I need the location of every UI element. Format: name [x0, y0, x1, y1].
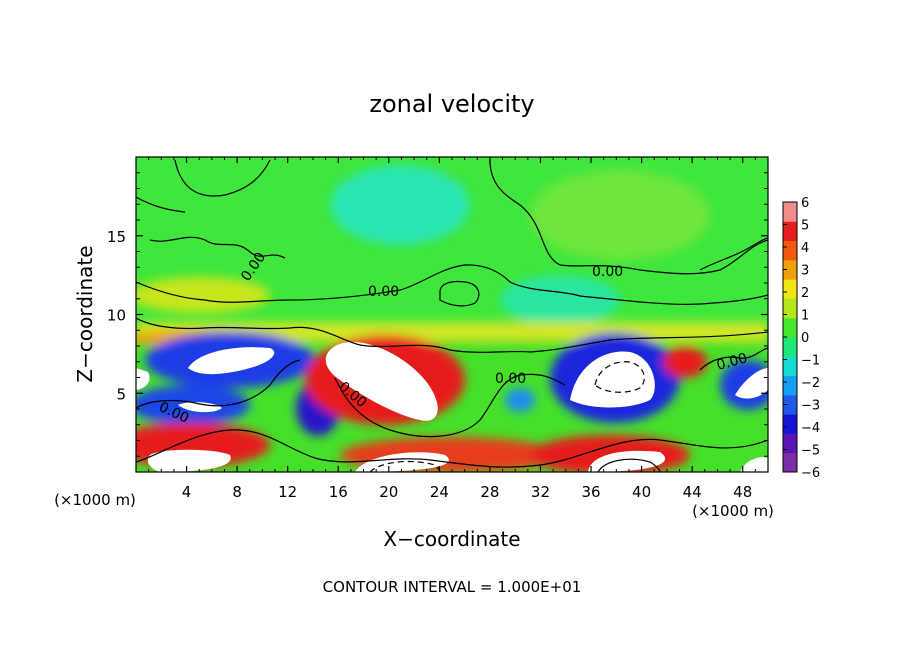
blue-patch-32km: [505, 388, 535, 412]
contour-bottom-right-thin: [597, 458, 661, 472]
contour-label: 0.00: [368, 284, 399, 300]
white-core-bottom-left: [147, 449, 231, 472]
contour-right-noise: [699, 347, 768, 371]
colorbar-segment: [783, 414, 797, 434]
x-tick-label: 20: [379, 483, 398, 501]
contour-top-left: [174, 159, 271, 197]
colorbar-segment: [783, 356, 797, 377]
x-tick-label: 48: [733, 483, 752, 501]
x-tick-label: 12: [278, 483, 297, 501]
contour-dashed-right: [594, 361, 645, 393]
colorbar-tick-label: 0: [801, 331, 809, 346]
colorbar-tick-label: −6: [801, 466, 820, 481]
colorbar-tick-label: −4: [801, 421, 820, 436]
x-tick-label: 36: [581, 483, 600, 501]
x-tick-label: 24: [430, 483, 449, 501]
x-tick-label: 8: [232, 483, 242, 501]
colorbar-tick-label: −3: [801, 399, 820, 414]
x-tick-label: 28: [480, 483, 499, 501]
contour-lines: [136, 159, 768, 472]
white-core-right: [570, 351, 655, 408]
y-tick-label: 5: [116, 385, 126, 403]
y-axis-ticks: 5 10 15: [107, 172, 768, 457]
chart-title: zonal velocity: [369, 90, 534, 118]
contour-zero-main: [136, 264, 768, 305]
colorbar-segment: [783, 433, 797, 454]
colorbar-segment: [783, 317, 797, 338]
colorbar-tick-label: 4: [801, 241, 809, 256]
x-tick-label: 44: [683, 483, 702, 501]
lightgreen-patch-right: [530, 170, 710, 260]
colorbar-segment: [783, 240, 797, 261]
x-tick-label: 32: [531, 483, 550, 501]
colorbar-segment: [783, 337, 797, 357]
colorbar-tick-label: 3: [801, 264, 809, 279]
white-core-bottom-right: [588, 450, 666, 472]
x-tick-label: 16: [329, 483, 348, 501]
colorbar-segment: [783, 452, 797, 473]
contour-label: 0.00: [495, 371, 526, 387]
colorbar-tick-label: 5: [801, 219, 809, 234]
colorbar-tick-label: −2: [801, 376, 820, 391]
contour-noise-left: [149, 236, 286, 259]
x-axis-ticks: 4 8 12 16 20 24 28 32 36 40 44 48: [148, 157, 756, 501]
colorbar: 6 5 4 3 2 1 0 −1 −2 −3 −4 −5 −6: [782, 196, 820, 481]
contour-label: 0.00: [715, 350, 749, 374]
x-tick-label: 4: [182, 483, 192, 501]
x-unit-right: (×1000 m): [692, 502, 774, 520]
white-core-far-left: [136, 368, 150, 390]
white-core-right-edge: [735, 368, 768, 399]
contour-upper-island: [439, 280, 480, 307]
red-blob-right: [663, 346, 707, 378]
cyan-patch-top: [330, 165, 470, 245]
colorbar-tick-label: −5: [801, 444, 820, 459]
x-axis-label: X−coordinate: [383, 527, 520, 551]
colorbar-segment: [783, 221, 797, 242]
colorbar-tick-label: 2: [801, 286, 809, 301]
colorbar-segment: [783, 279, 797, 299]
colorbar-tick-label: −1: [801, 354, 820, 369]
contour-interval-footer: CONTOUR INTERVAL = 1.000E+01: [323, 578, 582, 596]
colorbar-tick-label: 6: [801, 196, 809, 211]
heatmap-field: [136, 157, 768, 472]
x-unit-left: (×1000 m): [54, 491, 136, 509]
contour-bottom: [136, 429, 768, 468]
x-tick-label: 40: [632, 483, 651, 501]
contour-mid: [136, 317, 768, 353]
white-core-blue-left: [178, 402, 222, 413]
contour-low-center: [334, 373, 566, 438]
contour-low-left: [136, 359, 301, 409]
cyan-patch-mid: [500, 275, 620, 325]
white-core-center: [325, 341, 438, 421]
colorbar-tick-label: 1: [801, 309, 809, 324]
yellow-patch-left: [136, 277, 270, 313]
contour-top-right: [489, 159, 768, 275]
colorbar-segment: [783, 259, 797, 280]
contour-noise-right: [699, 237, 768, 271]
y-axis-label: Z−coordinate: [73, 245, 97, 382]
colorbar-segment: [783, 298, 797, 319]
y-tick-label: 15: [107, 228, 126, 246]
white-core-left: [188, 347, 275, 375]
colorbar-segment: [783, 202, 797, 222]
colorbar-segment: [783, 375, 797, 396]
colorbar-segment: [783, 394, 797, 415]
white-core-bottom-right-edge: [740, 457, 768, 472]
y-tick-label: 10: [107, 307, 126, 325]
contour-label: 0.00: [592, 264, 623, 280]
contour-labels: 0.000.000.000.000.000.000.00: [156, 250, 749, 427]
contour-top-left-2: [136, 196, 186, 213]
